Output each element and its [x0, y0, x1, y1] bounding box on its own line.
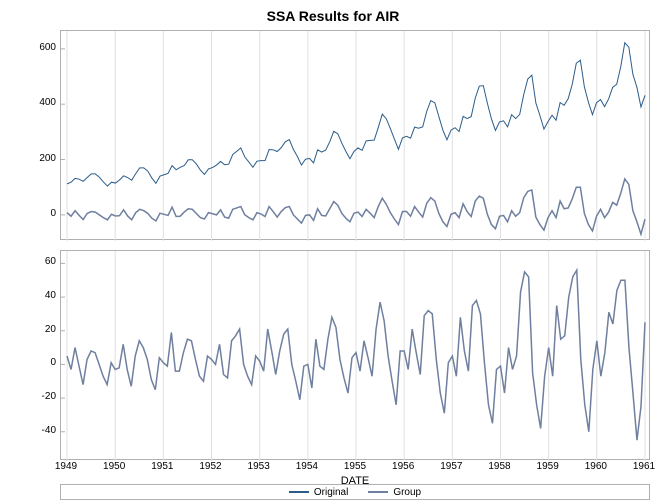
legend: Original Group [60, 484, 650, 500]
xtick-label: 1959 [528, 461, 568, 472]
xtick-label: 1951 [142, 461, 182, 472]
chart-title: SSA Results for AIR [0, 8, 666, 24]
ytick-label: 0 [26, 357, 56, 368]
ytick-label: 200 [26, 153, 56, 164]
legend-swatch-group [368, 491, 388, 493]
ytick-label: 20 [26, 324, 56, 335]
ytick-label: 600 [26, 42, 56, 53]
ytick-label: -40 [26, 425, 56, 436]
panel-top [60, 30, 650, 240]
panel-bottom [60, 250, 650, 460]
xtick-label: 1950 [94, 461, 134, 472]
xtick-label: 1949 [46, 461, 86, 472]
legend-label-original: Original [314, 487, 348, 498]
xtick-label: 1954 [287, 461, 327, 472]
legend-swatch-original [289, 491, 309, 493]
xtick-label: 1955 [335, 461, 375, 472]
xtick-label: 1961 [624, 461, 664, 472]
panel-bottom-svg [61, 251, 651, 461]
xtick-label: 1958 [480, 461, 520, 472]
legend-label-group: Group [393, 487, 421, 498]
legend-item-group: Group [368, 487, 421, 498]
ytick-label: 0 [26, 208, 56, 219]
ytick-label: 60 [26, 256, 56, 267]
chart-container: SSA Results for AIR Group 2 and Original… [0, 0, 666, 500]
ytick-label: 400 [26, 97, 56, 108]
xtick-label: 1952 [191, 461, 231, 472]
panel-top-svg [61, 31, 651, 241]
xtick-label: 1953 [239, 461, 279, 472]
xtick-label: 1960 [576, 461, 616, 472]
xtick-label: 1957 [431, 461, 471, 472]
ytick-label: -20 [26, 391, 56, 402]
xtick-label: 1956 [383, 461, 423, 472]
ytick-label: 40 [26, 290, 56, 301]
legend-item-original: Original [289, 487, 348, 498]
